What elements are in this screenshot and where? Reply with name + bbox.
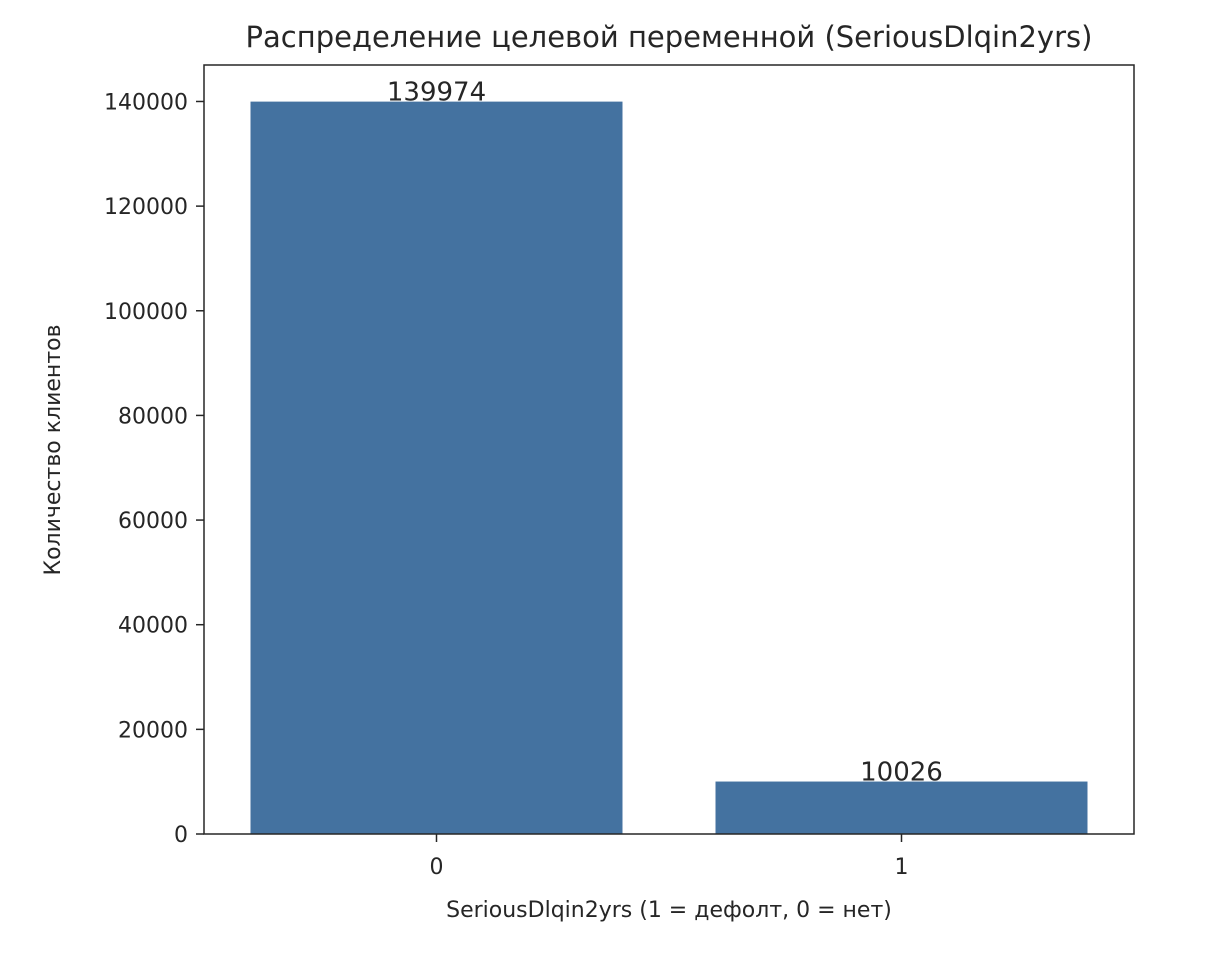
y-tick-label: 120000 (104, 195, 188, 220)
y-tick-label: 100000 (104, 300, 188, 325)
y-axis: 0 20000 40000 60000 80000 100000 120000 140000 (104, 90, 204, 848)
y-tick-label: 60000 (118, 509, 188, 534)
x-axis-label: SeriousDlqin2yrs (1 = дефолт, 0 = нет) (446, 898, 892, 923)
axes-frame (203, 64, 1135, 835)
y-tick-label: 0 (174, 823, 188, 848)
y-tick-label: 20000 (118, 718, 188, 743)
data-label-1: 10026 (860, 758, 943, 788)
plot-area: 139974 10026 (250, 78, 1088, 835)
x-tick-label: 1 (895, 855, 909, 880)
bar-0 (250, 101, 623, 835)
chart-title: Распределение целевой переменной (Seriou… (246, 20, 1093, 54)
y-tick-label: 40000 (118, 614, 188, 639)
x-tick-label: 0 (430, 855, 444, 880)
data-label-0: 139974 (387, 78, 486, 108)
y-tick-label: 140000 (104, 90, 188, 115)
bar-1 (715, 781, 1088, 834)
y-tick-label: 80000 (118, 404, 188, 429)
y-axis-label: Количество клиентов (41, 324, 66, 575)
